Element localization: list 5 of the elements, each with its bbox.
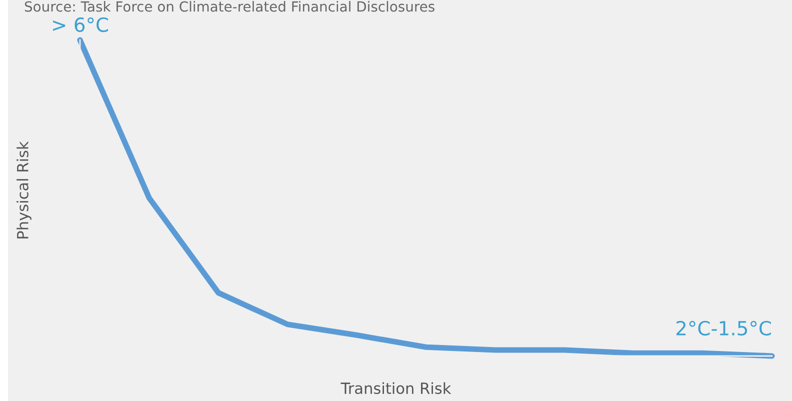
annotation: > 6°C <box>52 17 108 32</box>
y-axis-title: Physical Risk <box>16 141 32 238</box>
source-note: Source: Task Force on Climate-related Financial Disclosures <box>24 1 434 12</box>
x-axis-title: Transition Risk <box>340 382 452 394</box>
annotation: 2°C-1.5°C <box>676 320 771 336</box>
